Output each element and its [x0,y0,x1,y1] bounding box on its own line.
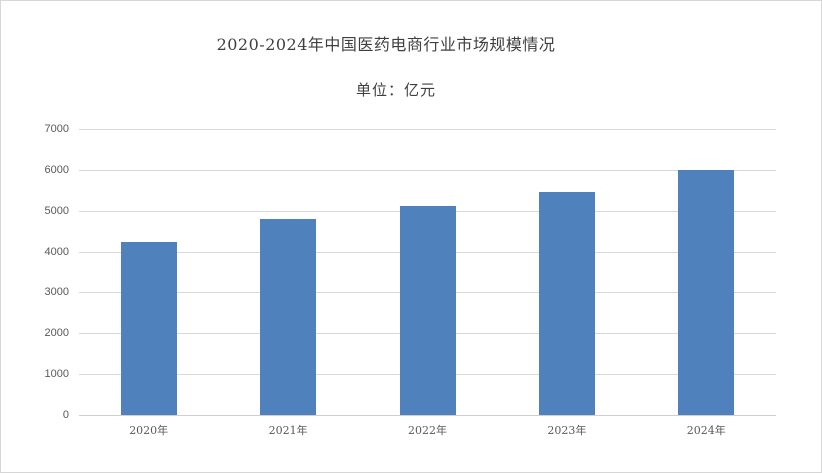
plot-area [79,129,776,416]
bar-2021年 [260,219,317,415]
y-tick-label-4000: 4000 [44,245,69,258]
chart-title: 2020-2024年中国医药电商行业市场规模情况 [216,35,556,54]
x-tick-label-2020年: 2020年 [129,424,169,437]
y-tick-label-2000: 2000 [44,327,69,340]
y-tick-label-3000: 3000 [44,286,69,299]
y-tick-label-1000: 1000 [44,368,69,381]
x-tick-label-2022年: 2022年 [407,424,447,437]
x-tick-label-2024年: 2024年 [686,424,726,437]
y-tick-label-0: 0 [62,409,69,421]
y-tick-label-6000: 6000 [44,163,69,176]
x-axis-line [79,415,776,416]
bar-2020年 [120,242,177,415]
chart-subtitle: 单位：亿元 [355,81,436,99]
bar-2023年 [538,191,595,415]
bar-2022年 [399,206,456,415]
y-tick-label-5000: 5000 [44,204,69,217]
gridline-6000 [79,169,776,171]
y-tick-label-7000: 7000 [44,123,69,135]
x-tick-label-2021年: 2021年 [268,424,308,437]
x-tick-label-2023年: 2023年 [547,424,587,437]
bar-2024年 [678,169,735,415]
gridline-7000 [79,129,776,130]
